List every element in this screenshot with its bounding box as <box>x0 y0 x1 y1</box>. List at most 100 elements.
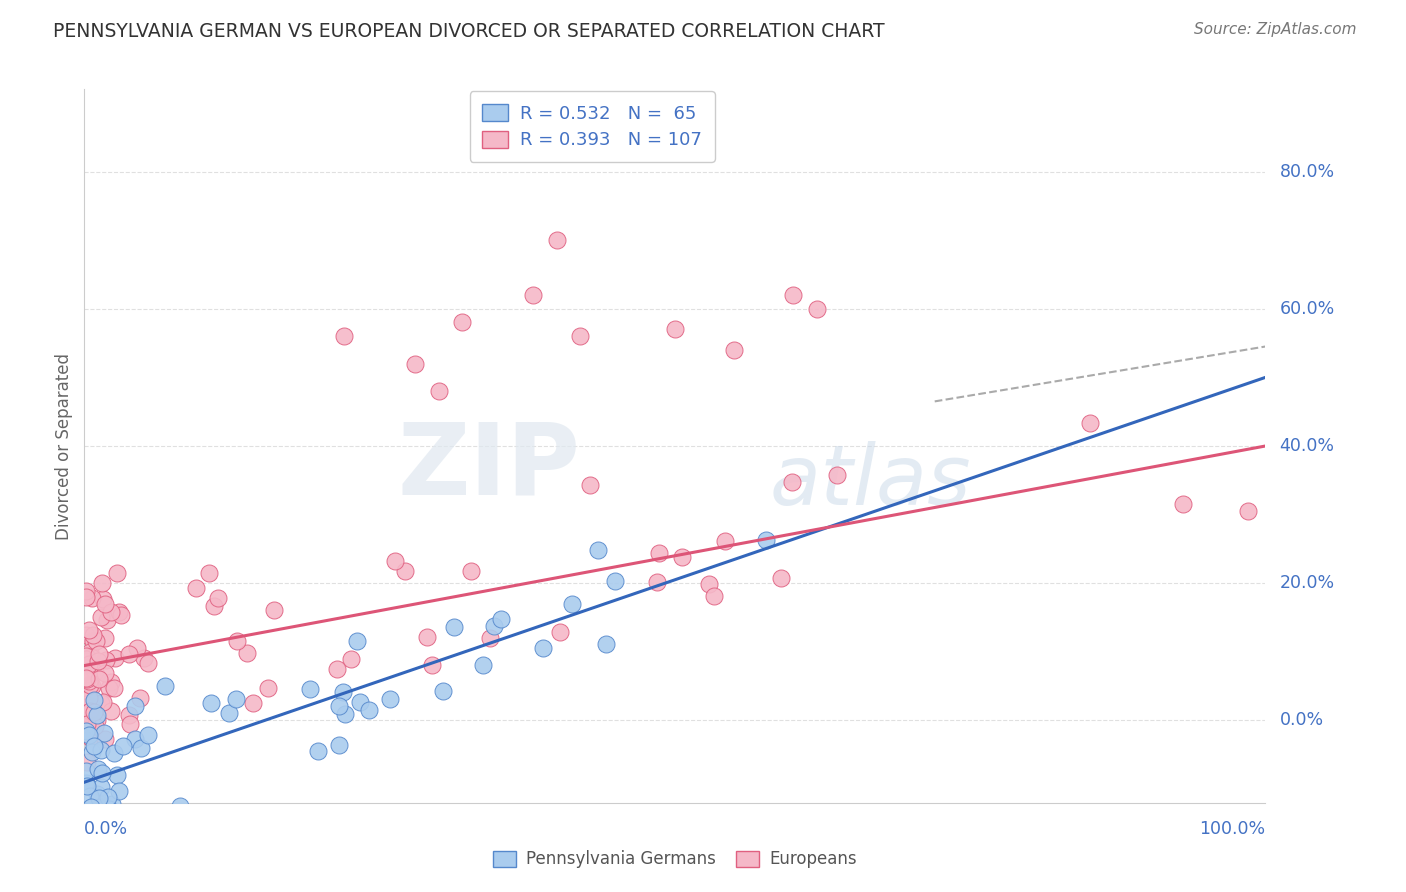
Point <box>79 691 101 706</box>
Point <box>75 776 97 790</box>
Point <box>124 731 146 746</box>
Point <box>325 662 347 676</box>
Point <box>806 301 828 316</box>
Text: 60.0%: 60.0% <box>1279 300 1334 318</box>
Point <box>94 666 117 681</box>
Point <box>75 710 97 724</box>
Point <box>420 657 443 672</box>
Point <box>460 564 482 578</box>
Point <box>108 784 131 798</box>
Point <box>127 641 149 656</box>
Text: 100.0%: 100.0% <box>1199 820 1265 838</box>
Point <box>1171 497 1194 511</box>
Point <box>87 762 110 776</box>
Point <box>117 647 139 661</box>
Point <box>155 679 177 693</box>
Point <box>664 322 686 336</box>
Point <box>75 665 97 679</box>
Text: 0.0%: 0.0% <box>1279 712 1323 730</box>
Point <box>94 732 117 747</box>
Point <box>394 564 416 578</box>
Point <box>75 583 97 598</box>
Point <box>96 613 118 627</box>
Point <box>110 607 132 622</box>
Legend: Pennsylvania Germans, Europeans: Pennsylvania Germans, Europeans <box>485 842 865 877</box>
Point <box>380 692 402 706</box>
Point <box>87 791 110 805</box>
Point <box>328 698 350 713</box>
Point <box>80 731 103 745</box>
Point <box>134 651 156 665</box>
Point <box>124 698 146 713</box>
Point <box>427 384 450 398</box>
Point <box>333 707 356 722</box>
Text: 20.0%: 20.0% <box>1279 574 1334 592</box>
Point <box>307 743 329 757</box>
Point <box>75 628 97 642</box>
Point <box>100 704 122 718</box>
Point <box>723 343 745 357</box>
Point <box>97 802 120 816</box>
Point <box>75 654 97 668</box>
Point <box>489 612 512 626</box>
Point <box>198 566 221 580</box>
Point <box>118 708 141 723</box>
Point <box>235 647 257 661</box>
Point <box>86 713 108 727</box>
Text: 40.0%: 40.0% <box>1279 437 1334 455</box>
Point <box>82 627 104 641</box>
Point <box>578 478 600 492</box>
Point <box>82 634 104 648</box>
Point <box>91 695 114 709</box>
Point <box>443 620 465 634</box>
Text: 0.0%: 0.0% <box>84 820 128 838</box>
Point <box>96 653 118 667</box>
Point <box>100 675 122 690</box>
Point <box>75 590 97 604</box>
Point <box>603 574 626 588</box>
Point <box>91 591 114 606</box>
Point <box>87 655 110 669</box>
Point <box>451 316 474 330</box>
Point <box>200 696 222 710</box>
Point <box>263 603 285 617</box>
Point <box>75 652 97 666</box>
Point <box>83 693 105 707</box>
Point <box>75 863 97 878</box>
Point <box>169 798 191 813</box>
Point <box>218 706 240 720</box>
Point <box>86 707 108 722</box>
Y-axis label: Divorced or Separated: Divorced or Separated <box>55 352 73 540</box>
Point <box>104 650 127 665</box>
Point <box>384 554 406 568</box>
Point <box>84 719 107 733</box>
Point <box>105 566 128 581</box>
Point <box>1236 504 1258 518</box>
Point <box>184 581 207 595</box>
Point <box>333 329 356 343</box>
Point <box>432 684 454 698</box>
Point <box>79 657 101 671</box>
Point <box>136 728 159 742</box>
Point <box>357 703 380 717</box>
Point <box>80 591 103 606</box>
Point <box>586 543 609 558</box>
Point <box>472 657 495 672</box>
Point <box>90 780 112 794</box>
Point <box>79 731 101 745</box>
Point <box>103 681 125 695</box>
Point <box>100 797 122 812</box>
Point <box>84 665 107 679</box>
Point <box>76 673 98 687</box>
Point <box>105 768 128 782</box>
Point <box>550 624 572 639</box>
Point <box>645 575 668 590</box>
Point <box>416 630 439 644</box>
Point <box>97 681 120 695</box>
Point <box>75 700 97 714</box>
Point <box>82 679 104 693</box>
Point <box>84 633 107 648</box>
Point <box>825 467 848 482</box>
Point <box>80 826 103 840</box>
Point <box>755 533 778 547</box>
